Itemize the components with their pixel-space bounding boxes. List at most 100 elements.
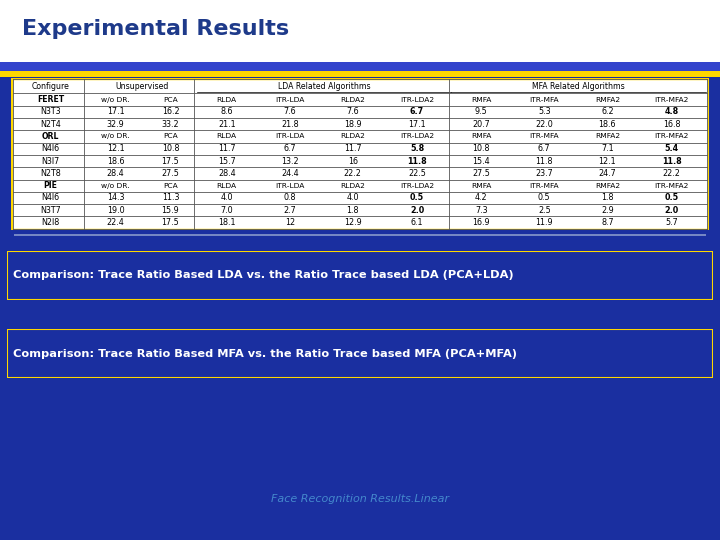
Bar [0, 65, 720, 540]
Text: ITR-MFA2: ITR-MFA2 [654, 97, 689, 103]
Text: N4I6: N4I6 [41, 144, 60, 153]
Text: RMFA2: RMFA2 [595, 97, 620, 103]
Text: ITR-LDA2: ITR-LDA2 [400, 133, 434, 139]
Text: 22.4: 22.4 [107, 218, 125, 227]
Text: 27.5: 27.5 [472, 169, 490, 178]
Text: ITR-MFA2: ITR-MFA2 [654, 133, 689, 139]
Text: 1.8: 1.8 [601, 193, 613, 202]
Text: PCA: PCA [163, 133, 178, 139]
Text: 11.8: 11.8 [536, 157, 553, 166]
Text: 17.1: 17.1 [408, 120, 426, 129]
Text: RLDA2: RLDA2 [341, 133, 365, 139]
Text: Comparison: Trace Ratio Based MFA vs. the Ratio Trace based MFA (PCA+MFA): Comparison: Trace Ratio Based MFA vs. th… [13, 349, 517, 359]
Text: 8.6: 8.6 [220, 107, 233, 116]
Text: 32.9: 32.9 [107, 120, 125, 129]
Text: Face Recognition Results.Linear: Face Recognition Results.Linear [271, 495, 449, 504]
Text: 13.2: 13.2 [281, 157, 299, 166]
Text: RMFA: RMFA [471, 133, 492, 139]
Text: 15.4: 15.4 [472, 157, 490, 166]
Text: 11.3: 11.3 [162, 193, 179, 202]
Text: Configure: Configure [32, 82, 69, 91]
Text: w/o DR.: w/o DR. [102, 133, 130, 139]
Text: ITR-LDA: ITR-LDA [275, 183, 305, 188]
Text: 4.8: 4.8 [665, 107, 679, 116]
Text: 12.9: 12.9 [344, 218, 361, 227]
Text: 14.3: 14.3 [107, 193, 125, 202]
Text: 18.6: 18.6 [598, 120, 616, 129]
Text: ITR-MFA2: ITR-MFA2 [654, 183, 689, 188]
Text: w/o DR.: w/o DR. [102, 97, 130, 103]
Text: 21.8: 21.8 [281, 120, 299, 129]
Text: RMFA2: RMFA2 [595, 133, 620, 139]
Text: LDA Related Algorithms: LDA Related Algorithms [277, 82, 370, 91]
Text: 15.7: 15.7 [218, 157, 235, 166]
Text: 11.8: 11.8 [662, 157, 681, 166]
Text: 0.8: 0.8 [284, 193, 296, 202]
Text: 22.2: 22.2 [344, 169, 361, 178]
Text: 16: 16 [348, 157, 358, 166]
Text: 4.2: 4.2 [475, 193, 487, 202]
Text: N2I8: N2I8 [41, 218, 60, 227]
Text: 19.0: 19.0 [107, 206, 125, 215]
Text: RMFA: RMFA [471, 183, 492, 188]
Text: 6.1: 6.1 [411, 218, 423, 227]
Text: 33.2: 33.2 [162, 120, 179, 129]
Text: PCA: PCA [163, 97, 178, 103]
Text: 22.5: 22.5 [408, 169, 426, 178]
Text: 12.1: 12.1 [598, 157, 616, 166]
Text: ITR-MFA: ITR-MFA [529, 133, 559, 139]
Text: 17.5: 17.5 [161, 157, 179, 166]
Text: 11.9: 11.9 [536, 218, 553, 227]
Text: 6.2: 6.2 [601, 107, 613, 116]
Text: 10.8: 10.8 [472, 144, 490, 153]
Text: Unsupervised: Unsupervised [115, 82, 168, 91]
Text: 22.0: 22.0 [536, 120, 553, 129]
Text: 28.4: 28.4 [107, 169, 125, 178]
Text: ORL: ORL [42, 132, 59, 141]
Text: 9.5: 9.5 [475, 107, 487, 116]
Text: N4I6: N4I6 [41, 193, 60, 202]
Text: 16.2: 16.2 [162, 107, 179, 116]
Text: 5.8: 5.8 [410, 144, 424, 153]
Bar [0, 0, 720, 65]
Text: 27.5: 27.5 [161, 169, 179, 178]
Text: 24.4: 24.4 [281, 169, 299, 178]
Text: 17.5: 17.5 [161, 218, 179, 227]
Text: 18.1: 18.1 [218, 218, 235, 227]
Text: 2.7: 2.7 [284, 206, 296, 215]
Bar [0, 71, 720, 77]
Text: 17.1: 17.1 [107, 107, 125, 116]
Text: 5.3: 5.3 [538, 107, 551, 116]
Text: ITR-MFA: ITR-MFA [529, 183, 559, 188]
Text: RMFA2: RMFA2 [595, 183, 620, 188]
Text: 10.8: 10.8 [162, 144, 179, 153]
Text: N2T4: N2T4 [40, 120, 60, 129]
Text: 6.7: 6.7 [538, 144, 551, 153]
Text: 12.1: 12.1 [107, 144, 125, 153]
Text: Experimental Results: Experimental Results [22, 19, 289, 39]
Text: ITR-MFA: ITR-MFA [529, 97, 559, 103]
Text: 28.4: 28.4 [218, 169, 235, 178]
Text: 5.7: 5.7 [665, 218, 678, 227]
Text: Comparison: Trace Ratio Based LDA vs. the Ratio Trace based LDA (PCA+LDA): Comparison: Trace Ratio Based LDA vs. th… [13, 271, 513, 280]
Text: N3I7: N3I7 [41, 157, 60, 166]
Text: 23.7: 23.7 [536, 169, 553, 178]
Text: N2T8: N2T8 [40, 169, 60, 178]
Text: ITR-LDA: ITR-LDA [275, 133, 305, 139]
Text: 0.5: 0.5 [538, 193, 551, 202]
Text: 20.7: 20.7 [472, 120, 490, 129]
Text: 0.5: 0.5 [665, 193, 679, 202]
Text: 21.1: 21.1 [218, 120, 235, 129]
Text: RLDA2: RLDA2 [341, 183, 365, 188]
Bar [0, 62, 720, 73]
Text: 4.0: 4.0 [220, 193, 233, 202]
Text: ITR-LDA2: ITR-LDA2 [400, 183, 434, 188]
Text: 16.8: 16.8 [663, 120, 680, 129]
Text: ITR-LDA2: ITR-LDA2 [400, 97, 434, 103]
Text: 11.8: 11.8 [407, 157, 427, 166]
Text: ITR-LDA: ITR-LDA [275, 97, 305, 103]
Text: 16.9: 16.9 [472, 218, 490, 227]
Text: 6.7: 6.7 [284, 144, 296, 153]
Text: 2.5: 2.5 [538, 206, 551, 215]
Text: 7.0: 7.0 [220, 206, 233, 215]
